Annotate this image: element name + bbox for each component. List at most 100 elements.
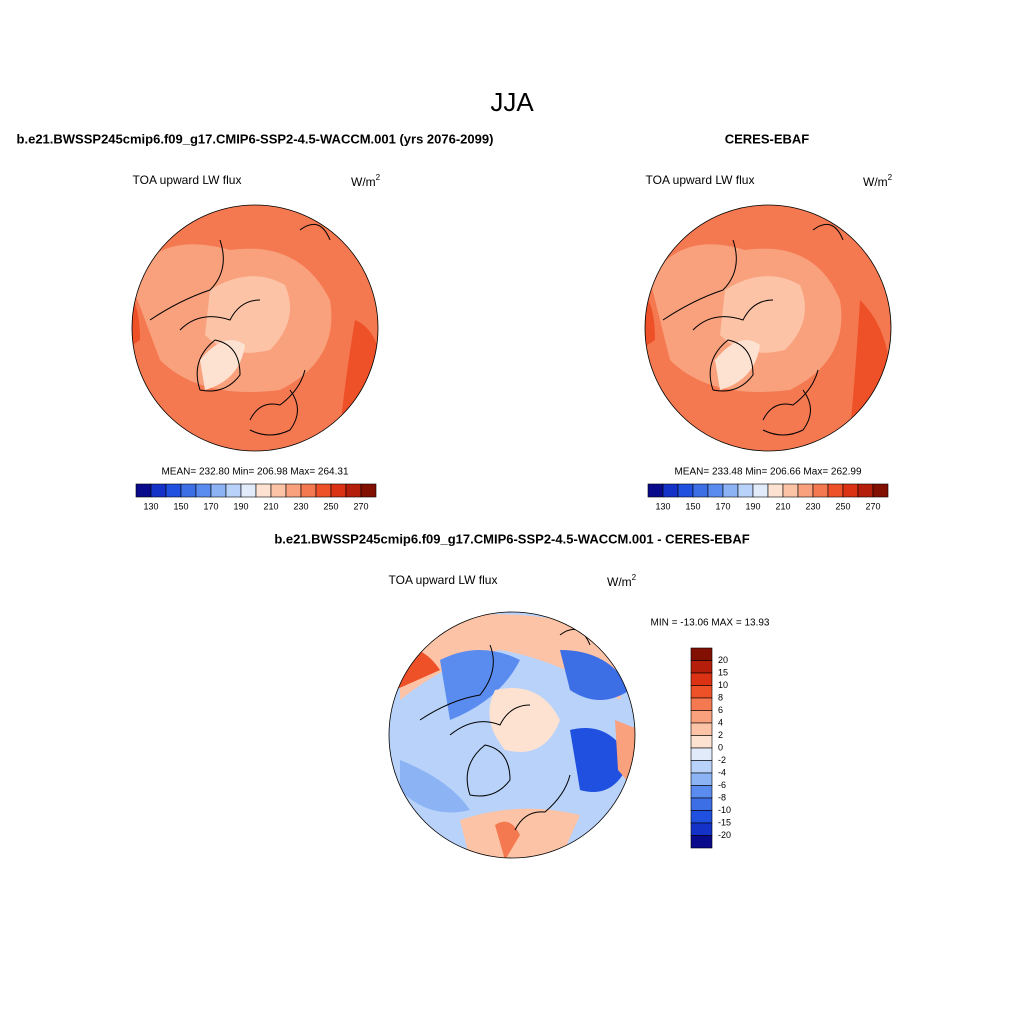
colorbar-label: -2	[718, 755, 726, 765]
colorbar-box	[135, 483, 152, 498]
colorbar-box	[692, 483, 709, 498]
units-base: W/m	[607, 575, 632, 589]
colorbar-box	[857, 483, 874, 498]
colorbar-label: 4	[718, 717, 723, 727]
variable-label: TOA upward LW flux	[646, 173, 755, 187]
units-label: W/m2	[863, 173, 893, 189]
colorbar-label: 250	[835, 501, 850, 511]
colorbar-label: -8	[718, 792, 726, 802]
colorbar-box	[180, 483, 197, 498]
colorbar-label: 250	[323, 501, 338, 511]
colorbar-box	[690, 672, 713, 686]
colorbar-box	[872, 483, 889, 498]
colorbar-box	[707, 483, 724, 498]
colorbar-box	[330, 483, 347, 498]
colorbar-box	[360, 483, 377, 498]
colorbar-box	[690, 697, 713, 711]
colorbar-label: 20	[718, 655, 728, 665]
colorbar-box	[270, 483, 287, 498]
map	[645, 205, 891, 451]
colorbar-label: 270	[865, 501, 880, 511]
map	[389, 612, 635, 858]
units-sup: 2	[376, 173, 381, 182]
colorbar-box	[690, 735, 713, 749]
colorbar-box	[285, 483, 302, 498]
colorbar-label: 2	[718, 730, 723, 740]
variable-label: TOA upward LW flux	[389, 573, 498, 587]
colorbar-box	[677, 483, 694, 498]
colorbar-label: 150	[685, 501, 700, 511]
stats: MEAN= 233.48 Min= 206.66 Max= 262.99	[674, 467, 862, 478]
colorbar-label: 190	[233, 501, 248, 511]
colorbar-label: -10	[718, 805, 731, 815]
units-label: W/m2	[351, 173, 381, 189]
colorbar-label: 170	[715, 501, 730, 511]
colorbar-box	[690, 772, 713, 786]
colorbar-label: 230	[805, 501, 820, 511]
colorbar-label: -4	[718, 767, 726, 777]
colorbar-box	[722, 483, 739, 498]
units-base: W/m	[863, 175, 888, 189]
colorbar-box	[150, 483, 167, 498]
colorbar-box	[842, 483, 859, 498]
colorbar-box	[690, 797, 713, 811]
panel-title: CERES-EBAF	[725, 131, 810, 146]
units-sup: 2	[888, 173, 893, 182]
colorbar-label: 130	[143, 501, 158, 511]
colorbar-box	[767, 483, 784, 498]
colorbar-box	[690, 835, 713, 849]
units-base: W/m	[351, 175, 376, 189]
colorbar-box	[690, 760, 713, 774]
colorbar-box	[737, 483, 754, 498]
colorbar-label: 210	[263, 501, 278, 511]
colorbar-box	[752, 483, 769, 498]
colorbar-box	[195, 483, 212, 498]
panel-title: b.e21.BWSSP245cmip6.f09_g17.CMIP6-SSP2-4…	[17, 131, 494, 146]
colorbar-label: -20	[718, 830, 731, 840]
units-label: W/m2	[607, 573, 637, 589]
colorbar-label: 230	[293, 501, 308, 511]
colorbar-label: 190	[745, 501, 760, 511]
colorbar-label: 15	[718, 667, 728, 677]
colorbar-box	[690, 785, 713, 799]
figure-title: JJA	[490, 87, 534, 117]
variable-label: TOA upward LW flux	[133, 173, 242, 187]
colorbar-box	[812, 483, 829, 498]
units-sup: 2	[632, 573, 637, 582]
colorbar-label: 270	[353, 501, 368, 511]
colorbar-box	[662, 483, 679, 498]
panel-title: b.e21.BWSSP245cmip6.f09_g17.CMIP6-SSP2-4…	[274, 531, 749, 546]
colorbar-label: -15	[718, 817, 731, 827]
colorbar-label: 10	[718, 680, 728, 690]
stats: MEAN= 232.80 Min= 206.98 Max= 264.31	[161, 467, 349, 478]
colorbar-box	[255, 483, 272, 498]
colorbar-box	[240, 483, 257, 498]
colorbar-box	[690, 722, 713, 736]
colorbar-box	[782, 483, 799, 498]
colorbar-label: 210	[775, 501, 790, 511]
colorbar-box	[165, 483, 182, 498]
colorbar-label: 130	[655, 501, 670, 511]
colorbar-label: 8	[718, 692, 723, 702]
colorbar-box	[647, 483, 664, 498]
colorbar-box	[690, 710, 713, 724]
colorbar-box	[690, 747, 713, 761]
colorbar-box	[225, 483, 242, 498]
colorbar-box	[690, 685, 713, 699]
colorbar-box	[345, 483, 362, 498]
colorbar-label: 170	[203, 501, 218, 511]
colorbar-box	[210, 483, 227, 498]
stats: MIN = -13.06 MAX = 13.93	[651, 618, 770, 629]
colorbar-box	[690, 660, 713, 674]
colorbar-box	[690, 822, 713, 836]
colorbar: 130 150 170 190 210 230 250 270	[135, 483, 377, 511]
colorbar-box	[827, 483, 844, 498]
colorbar-box	[315, 483, 332, 498]
colorbar-box	[797, 483, 814, 498]
map	[132, 205, 378, 451]
colorbar: 130 150 170 190 210 230 250 270	[647, 483, 889, 511]
colorbar-label: 6	[718, 705, 723, 715]
colorbar-box	[690, 810, 713, 824]
